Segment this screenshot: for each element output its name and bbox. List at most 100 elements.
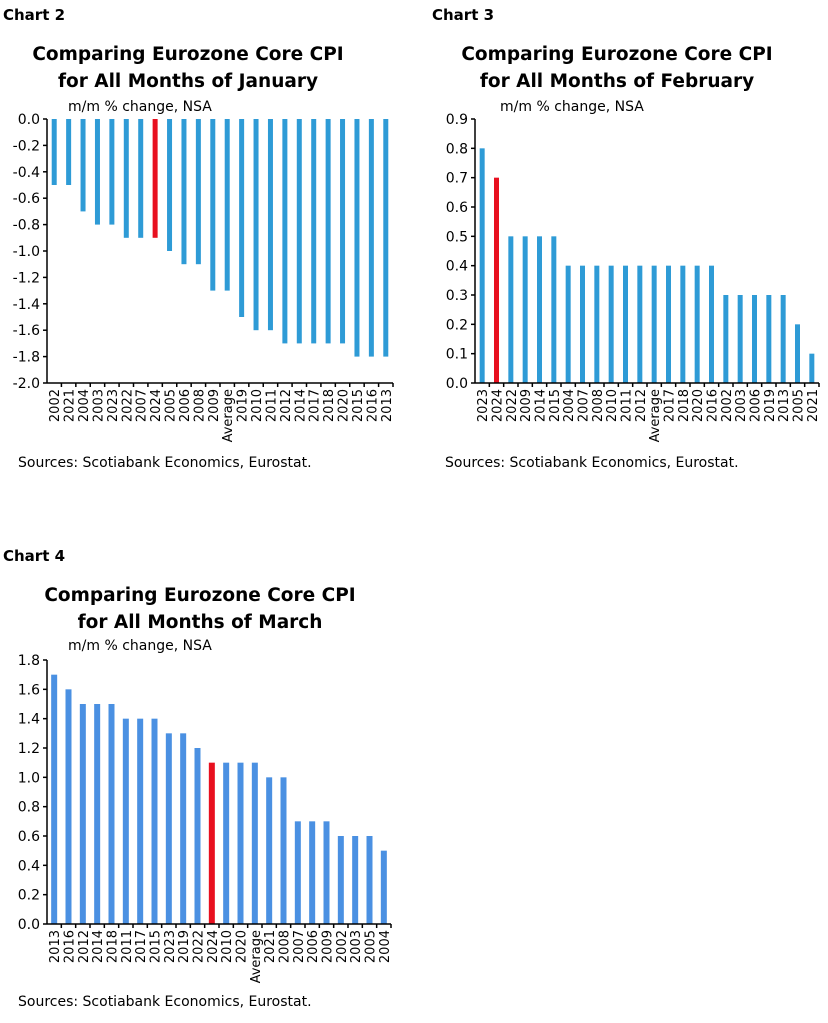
title-line: for All Months of January (57, 71, 319, 92)
y-tick-label: -1.8 (13, 350, 40, 366)
y-tick-label: 0.2 (18, 888, 40, 904)
bar-2006 (309, 821, 316, 924)
y-tick-label: 0.4 (18, 858, 40, 874)
chart3-label: Chart 3 (432, 6, 495, 24)
x-tick-label: 2010 (250, 389, 265, 422)
y-tick-label: 0.6 (18, 829, 40, 845)
bar-2018 (108, 704, 115, 924)
bar-2004 (565, 265, 571, 383)
x-tick-label: 2015 (548, 389, 563, 422)
x-tick-label: 2022 (505, 389, 520, 422)
bar-2010 (608, 265, 614, 383)
bar-2019 (180, 733, 187, 924)
y-tick-label: -0.8 (13, 218, 40, 234)
title-line: Comparing Eurozone Core CPI (32, 44, 344, 65)
bar-2004 (80, 119, 86, 212)
y-tick-label: -0.2 (13, 138, 40, 154)
x-tick-label: 2008 (278, 930, 293, 963)
x-tick-label: 2019 (236, 389, 251, 422)
y-tick-label: 0.8 (446, 141, 468, 157)
y-tick-label: -1.0 (13, 244, 40, 260)
x-tick-label: 2016 (706, 389, 721, 422)
x-tick-label: 2004 (562, 389, 577, 422)
bar-2007 (138, 119, 144, 238)
x-tick-label: 2005 (164, 389, 179, 422)
x-tick-label: 2018 (106, 930, 121, 963)
chart2-ylabel: m/m % change, NSA (68, 99, 212, 115)
bar-2002 (723, 295, 729, 383)
x-tick-label: 2006 (749, 389, 764, 422)
bar-Average (251, 762, 258, 924)
x-tick-label: 2021 (63, 389, 78, 422)
chart3-ylabel: m/m % change, NSA (500, 99, 644, 115)
bar-2018 (680, 265, 686, 383)
bar-2021 (809, 353, 815, 383)
x-tick-label: 2015 (149, 930, 164, 963)
x-tick-label: 2018 (677, 389, 692, 422)
y-tick-label: 0.1 (446, 347, 468, 363)
x-tick-label: 2021 (806, 389, 821, 422)
chart2-title: Comparing Eurozone Core CPI for All Month… (8, 41, 368, 95)
x-tick-label: 2013 (380, 389, 395, 422)
y-tick-label: -1.6 (13, 323, 40, 339)
x-tick-label: 2024 (491, 389, 506, 422)
bar-2024 (208, 762, 215, 924)
x-tick-label: 2009 (207, 389, 222, 422)
bar-2014 (296, 119, 302, 344)
chart2-plot: 0.0 -0.2 -0.4 -0.6 -0.8 -1.0 -1.2 -1.4 -1.6 -1.8 -… (13, 112, 395, 442)
y-tick-label: 0.6 (446, 200, 468, 216)
x-tick-label: 2010 (220, 930, 235, 963)
x-tick-label: 2016 (63, 930, 78, 963)
y-tick-label: 0.0 (18, 112, 40, 128)
bar-2009 (210, 119, 216, 291)
bar-2002 (337, 836, 344, 924)
x-tick-label: 2020 (337, 389, 352, 422)
x-tick-label: 2003 (91, 389, 106, 422)
x-tick-label: 2008 (591, 389, 606, 422)
x-tick-label: 2024 (149, 389, 164, 422)
bar-2012 (637, 265, 643, 383)
x-tick-label: 2013 (48, 930, 63, 963)
x-tick-label: 2002 (720, 389, 735, 422)
bar-2016 (65, 689, 72, 924)
y-tick-label: -1.4 (13, 297, 40, 313)
x-tick-label: 2019 (763, 389, 778, 422)
bar-2013 (780, 295, 786, 383)
y-tick-label: 1.4 (18, 712, 40, 728)
bar-2017 (311, 119, 317, 344)
chart4-label: Chart 4 (3, 547, 66, 565)
bar-2019 (239, 119, 245, 317)
bar-2003 (737, 295, 743, 383)
x-tick-label: 2014 (293, 389, 308, 422)
bar-2011 (267, 119, 273, 331)
x-tick-label: 2007 (577, 389, 592, 422)
x-tick-label: 2022 (192, 930, 207, 963)
bar-2018 (325, 119, 331, 344)
bar-2022 (508, 236, 514, 383)
bar-2017 (666, 265, 671, 383)
bar-2008 (594, 265, 600, 383)
x-tick-label: 2021 (263, 930, 278, 963)
x-tick-label: 2005 (364, 930, 379, 963)
bar-2016 (368, 119, 374, 357)
x-tick-label: Average (648, 389, 663, 442)
bar-2012 (282, 119, 288, 344)
x-tick-label: 2011 (120, 930, 135, 963)
x-tick-label: 2007 (292, 930, 307, 963)
bar-2013 (51, 674, 58, 924)
bar-2020 (340, 119, 346, 344)
x-tick-label: 2011 (620, 389, 635, 422)
bar-2003 (94, 119, 100, 225)
bar-2014 (537, 236, 542, 383)
bar-2009 (323, 821, 330, 924)
y-tick-label: 1.8 (18, 653, 40, 669)
x-tick-label: 2003 (734, 389, 749, 422)
bar-2020 (694, 265, 700, 383)
x-tick-label: 2006 (178, 389, 193, 422)
x-tick-label: 2012 (634, 389, 649, 422)
bar-Average (224, 119, 230, 291)
bar-2011 (623, 265, 628, 383)
x-tick-label: 2017 (134, 930, 149, 963)
